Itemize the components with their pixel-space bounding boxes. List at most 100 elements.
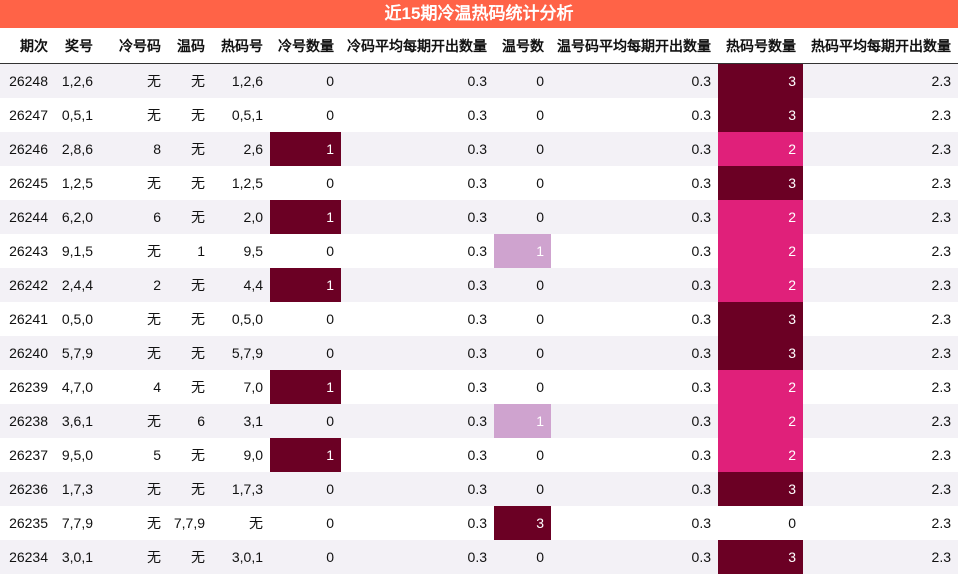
table-cell: 无	[147, 175, 161, 191]
table-cell: 0	[536, 107, 544, 123]
column-header: 温号数	[494, 29, 551, 64]
table-cell: 2	[100, 268, 168, 302]
table-cell: 0.3	[551, 540, 718, 574]
table-cell: 26244	[0, 200, 55, 234]
table-cell: 无	[191, 379, 205, 395]
table-row: 26243 9,1,5 无 1 9,5 0 0.3 1 0.3 2 2.3	[0, 234, 958, 268]
table-cell: 2,6	[212, 132, 270, 166]
table-cell: 0	[326, 515, 334, 531]
table-cell: 0.3	[467, 515, 487, 531]
column-header: 热码号数量	[718, 29, 803, 64]
column-header: 温码	[168, 29, 212, 64]
table-cell: 4,4	[212, 268, 270, 302]
table-cell: 0.3	[551, 404, 718, 438]
table-cell: 无	[168, 132, 212, 166]
table-cell: 26243	[9, 243, 48, 259]
table-row: 26235 7,7,9 无 7,7,9 无 0 0.3 3 0.3 0 2.3	[0, 506, 958, 540]
table-row: 26239 4,7,0 4 无 7,0 1 0.3 0 0.3 2 2.3	[0, 370, 958, 404]
table-cell: 0	[270, 336, 341, 370]
table-cell: 2	[718, 234, 803, 268]
table-row: 26246 2,8,6 8 无 2,6 1 0.3 0 0.3 2 2.3	[0, 132, 958, 166]
table-cell: 2.3	[931, 107, 951, 123]
table-cell: 2.3	[931, 311, 951, 327]
table-cell: 1	[494, 404, 551, 438]
table-cell: 0.3	[467, 243, 487, 259]
table-cell: 0.3	[341, 404, 494, 438]
table-cell: 2.3	[803, 336, 958, 370]
table-cell: 0	[494, 63, 551, 98]
table-cell: 无	[191, 175, 205, 191]
table-row: 26248 1,2,6 无无 1,2,6 0 0.3 0 0.3 3 2.3	[0, 63, 958, 98]
table-cell: 0	[536, 175, 544, 191]
table-row: 26242 2,4,4 2 无 4,4 1 0.3 0 0.3 2 2.3	[0, 268, 958, 302]
table-cell: 无	[100, 404, 168, 438]
table-cell: 7,0	[243, 379, 263, 395]
table-cell: 无	[168, 200, 212, 234]
table-cell: 6,2,0	[55, 200, 100, 234]
table-row: 26238 3,6,1 无 6 3,1 0 0.3 1 0.3 2 2.3	[0, 404, 958, 438]
table-cell: 1	[270, 132, 341, 166]
table-cell: 无	[168, 472, 212, 506]
table-cell: 0,5,0	[231, 311, 263, 327]
table-cell: 0.3	[691, 447, 711, 463]
table-row: 26237 9,5,0 5 无 9,0 1 0.3 0 0.3 2 2.3	[0, 438, 958, 472]
table-cell: 2	[718, 370, 803, 404]
table-cell: 0.3	[551, 472, 718, 506]
table-cell: 2.3	[803, 404, 958, 438]
table-cell: 6	[168, 404, 212, 438]
table-cell: 3,0,1	[55, 540, 100, 574]
table-cell: 0	[536, 379, 544, 395]
column-header: 期次	[0, 29, 55, 64]
table-cell: 2.3	[931, 515, 951, 531]
table-cell: 0	[270, 540, 341, 574]
table-cell: 0	[494, 200, 551, 234]
column-header: 热码平均每期开出数量	[803, 29, 958, 64]
table-cell: 4	[153, 379, 161, 395]
table-cell: 无	[249, 515, 263, 531]
table-cell: 无	[191, 311, 205, 327]
table-cell: 26240	[0, 336, 55, 370]
table-cell: 3	[718, 472, 803, 506]
table-cell: 2.3	[931, 175, 951, 191]
table-row: 26247 0,5,1 无 无 0,5,1 0 0.3 0 0.3 3 2.3	[0, 98, 958, 132]
table-cell: 0	[270, 404, 341, 438]
table-cell: 5	[153, 447, 161, 463]
table-cell: 2.3	[803, 472, 958, 506]
page-title: 近15期冷温热码统计分析	[0, 0, 958, 29]
table-cell: 0.3	[691, 107, 711, 123]
table-cell: 26241	[9, 311, 48, 327]
table-cell: 0.3	[467, 379, 487, 395]
table-cell: 无	[100, 63, 168, 98]
table-cell: 0	[326, 311, 334, 327]
table-cell: 3	[494, 506, 551, 540]
table-cell: 2,8,6	[55, 132, 100, 166]
table-cell: 0.3	[551, 200, 718, 234]
table-cell: 1,2,5	[61, 175, 93, 191]
table-cell: 0.3	[691, 175, 711, 191]
table-cell: 0.3	[691, 311, 711, 327]
table-cell: 0	[494, 268, 551, 302]
table-cell: 2.3	[931, 447, 951, 463]
table-cell: 2.3	[931, 243, 951, 259]
table-cell: 2	[718, 404, 803, 438]
table-cell: 3	[718, 302, 803, 336]
table-cell: 2.3	[931, 379, 951, 395]
column-header: 奖号	[55, 29, 100, 64]
stats-table: 期次 奖号 冷号码 温码 热码号 冷号数量 冷码平均每期开出数量 温号数 温号码平均每期开出数量…	[0, 29, 958, 574]
table-cell: 1,7,3	[55, 472, 100, 506]
table-cell: 26238	[0, 404, 55, 438]
table-cell: 0.3	[341, 268, 494, 302]
table-cell: 5,7,9	[212, 336, 270, 370]
table-cell: 2.3	[803, 540, 958, 574]
column-header: 冷码平均每期开出数量	[341, 29, 494, 64]
table-row: 26236 1,7,3 无无 1,7,3 0 0.3 0 0.3 3 2.3	[0, 472, 958, 506]
column-header: 冷号码	[100, 29, 168, 64]
table-cell: 0	[494, 540, 551, 574]
table-cell: 3	[718, 63, 803, 98]
table-cell: 0.3	[551, 132, 718, 166]
table-cell: 3	[718, 540, 803, 574]
table-cell: 1,2,5	[231, 175, 263, 191]
table-cell: 0	[270, 63, 341, 98]
table-cell: 0.3	[551, 63, 718, 98]
table-cell: 1	[197, 243, 205, 259]
